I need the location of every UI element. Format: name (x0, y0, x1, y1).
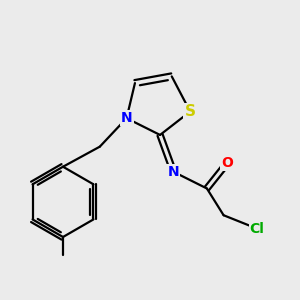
Text: S: S (185, 104, 196, 119)
Text: O: O (221, 156, 233, 170)
Text: N: N (168, 165, 179, 179)
Text: Cl: Cl (250, 222, 265, 236)
Text: N: N (121, 111, 132, 125)
